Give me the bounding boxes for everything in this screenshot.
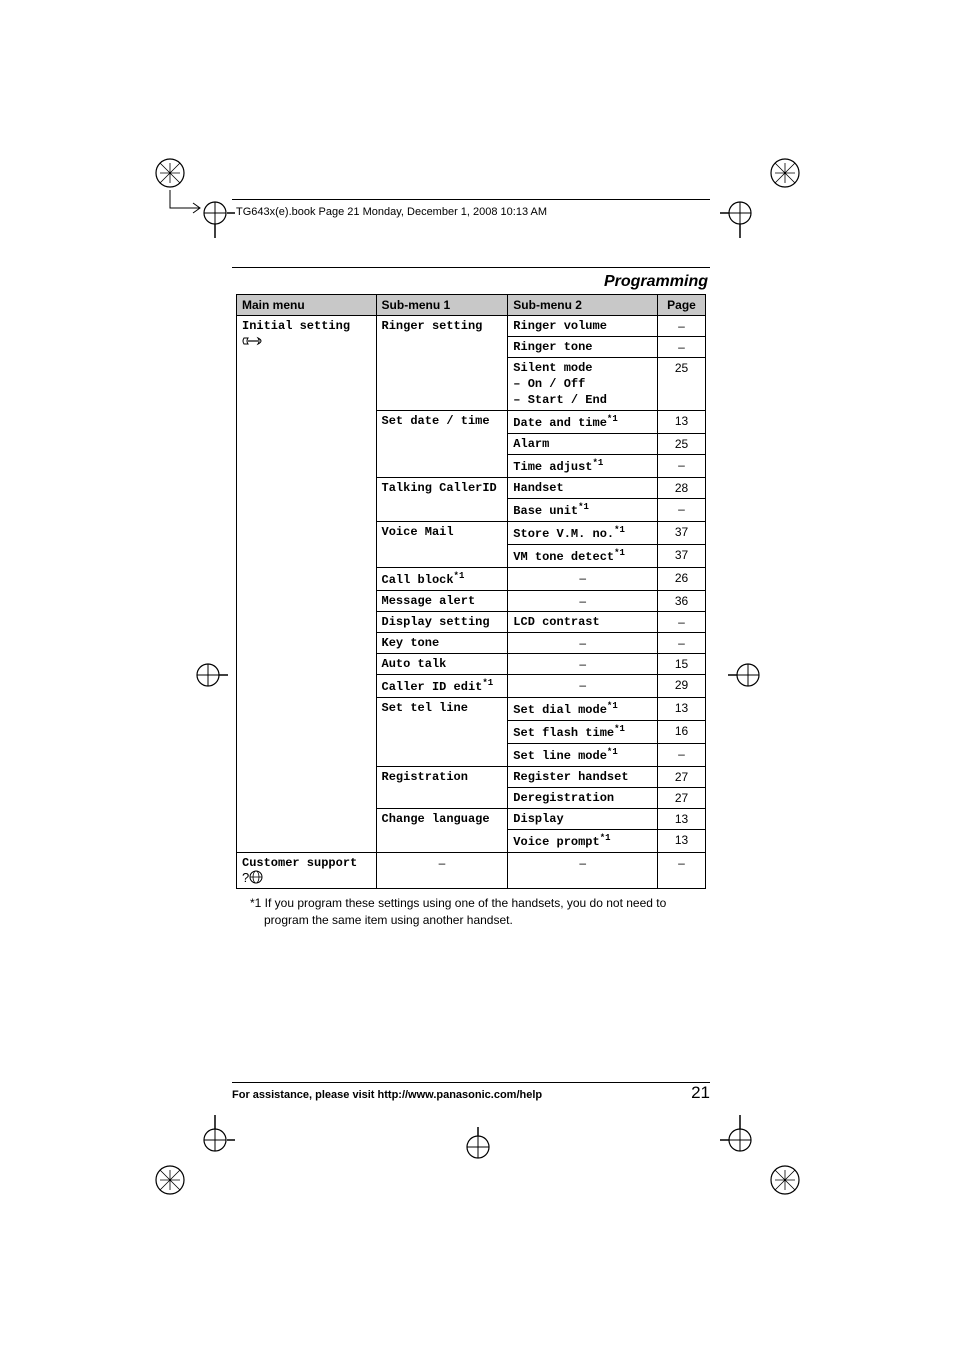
sub-menu-2-cell: Set dial mode*1 xyxy=(508,698,658,721)
footer-assist-text: For assistance, please visit http://www.… xyxy=(232,1089,542,1101)
header-sub-menu-2: Sub-menu 2 xyxy=(508,295,658,316)
sub-menu-1-cell xyxy=(376,788,508,809)
crop-mark-left-center xyxy=(188,655,228,695)
table-header-row: Main menu Sub-menu 1 Sub-menu 2 Page xyxy=(237,295,706,316)
menu-table: Main menu Sub-menu 1 Sub-menu 2 Page Ini… xyxy=(236,294,706,889)
page-cell: – xyxy=(658,612,706,633)
sub-menu-2-cell: VM tone detect*1 xyxy=(508,545,658,568)
table-row: Customer support?––– xyxy=(237,853,706,889)
question-globe-icon: ? xyxy=(242,870,371,885)
page-cell: – xyxy=(658,633,706,654)
sub-menu-2-cell: Ringer tone xyxy=(508,337,658,358)
page-cell: 27 xyxy=(658,788,706,809)
sub-menu-2-cell: – xyxy=(508,675,658,698)
sub-menu-2-cell: Set flash time*1 xyxy=(508,721,658,744)
page-cell: – xyxy=(658,853,706,889)
header-rule xyxy=(232,199,710,200)
sub-menu-2-cell: Handset xyxy=(508,478,658,499)
crop-mark-right-center xyxy=(728,655,768,695)
sub-menu-1-cell: – xyxy=(376,853,508,889)
page-cell: 13 xyxy=(658,411,706,434)
sub-menu-2-cell: Base unit*1 xyxy=(508,499,658,522)
page-cell: 26 xyxy=(658,568,706,591)
sub-menu-1-cell xyxy=(376,455,508,478)
sub-menu-2-cell: LCD contrast xyxy=(508,612,658,633)
sub-menu-2-cell: – xyxy=(508,853,658,889)
sub-menu-2-cell: Store V.M. no.*1 xyxy=(508,522,658,545)
sub-menu-1-cell xyxy=(376,744,508,767)
sub-menu-2-cell: Set line mode*1 xyxy=(508,744,658,767)
page-cell: 13 xyxy=(658,809,706,830)
sub-menu-1-cell: Call block*1 xyxy=(376,568,508,591)
sub-menu-1-cell xyxy=(376,545,508,568)
page-cell: 15 xyxy=(658,654,706,675)
main-menu-cell-initial-setting: Initial setting xyxy=(237,316,377,853)
crop-mark-bottom-center xyxy=(458,1127,498,1167)
footnote-text: *1 If you program these settings using o… xyxy=(236,895,704,929)
page-cell: – xyxy=(658,499,706,522)
sub-menu-1-cell: Auto talk xyxy=(376,654,508,675)
sub-menu-2-cell: – xyxy=(508,591,658,612)
sub-menu-1-cell: Voice Mail xyxy=(376,522,508,545)
page-cell: 37 xyxy=(658,522,706,545)
page-footer: For assistance, please visit http://www.… xyxy=(232,1087,710,1103)
sub-menu-1-cell: Set tel line xyxy=(376,698,508,721)
main-menu-cell-customer-support: Customer support? xyxy=(237,853,377,889)
header-main-menu: Main menu xyxy=(237,295,377,316)
sub-menu-2-cell: Time adjust*1 xyxy=(508,455,658,478)
page-cell: 25 xyxy=(658,434,706,455)
sub-menu-1-cell xyxy=(376,830,508,853)
sub-menu-1-cell xyxy=(376,721,508,744)
sub-menu-1-cell: Caller ID edit*1 xyxy=(376,675,508,698)
wrench-icon xyxy=(242,335,371,350)
header-page: Page xyxy=(658,295,706,316)
sub-menu-2-cell: Ringer volume xyxy=(508,316,658,337)
sub-menu-2-cell: Silent mode– On / Off– Start / End xyxy=(508,358,658,411)
sub-menu-1-cell: Display setting xyxy=(376,612,508,633)
book-header-text: TG643x(e).book Page 21 Monday, December … xyxy=(236,206,547,218)
sub-menu-1-cell xyxy=(376,358,508,411)
crop-mark-top-right xyxy=(720,158,800,238)
page-cell: 28 xyxy=(658,478,706,499)
page-cell: 25 xyxy=(658,358,706,411)
sub-menu-2-cell: Display xyxy=(508,809,658,830)
sub-menu-1-cell: Change language xyxy=(376,809,508,830)
sub-menu-2-cell: – xyxy=(508,568,658,591)
sub-menu-1-cell xyxy=(376,434,508,455)
sub-menu-2-cell: Deregistration xyxy=(508,788,658,809)
page-cell: 13 xyxy=(658,830,706,853)
sub-menu-1-cell: Key tone xyxy=(376,633,508,654)
section-title: Programming xyxy=(604,273,708,291)
sub-menu-2-cell: – xyxy=(508,633,658,654)
sub-menu-2-cell: Date and time*1 xyxy=(508,411,658,434)
sub-menu-1-cell: Talking CallerID xyxy=(376,478,508,499)
page-cell: 36 xyxy=(658,591,706,612)
sub-menu-1-cell xyxy=(376,337,508,358)
page-number: 21 xyxy=(691,1083,710,1103)
page-cell: 16 xyxy=(658,721,706,744)
sub-menu-1-cell: Ringer setting xyxy=(376,316,508,337)
page-cell: – xyxy=(658,455,706,478)
sub-menu-2-cell: Register handset xyxy=(508,767,658,788)
sub-menu-2-cell: – xyxy=(508,654,658,675)
crop-mark-bottom-right xyxy=(720,1115,800,1195)
table-row: Initial settingRinger settingRinger volu… xyxy=(237,316,706,337)
page-cell: 37 xyxy=(658,545,706,568)
sub-menu-2-cell: Alarm xyxy=(508,434,658,455)
sub-menu-1-cell: Registration xyxy=(376,767,508,788)
page-cell: – xyxy=(658,316,706,337)
page-cell: 27 xyxy=(658,767,706,788)
sub-menu-1-cell: Message alert xyxy=(376,591,508,612)
crop-mark-bottom-left xyxy=(155,1115,235,1195)
crop-mark-top-left xyxy=(155,158,235,238)
sub-menu-1-cell: Set date / time xyxy=(376,411,508,434)
sub-menu-2-cell: Voice prompt*1 xyxy=(508,830,658,853)
page-cell: 13 xyxy=(658,698,706,721)
page-cell: – xyxy=(658,337,706,358)
sub-menu-1-cell xyxy=(376,499,508,522)
page-cell: – xyxy=(658,744,706,767)
page-cell: 29 xyxy=(658,675,706,698)
header-sub-menu-1: Sub-menu 1 xyxy=(376,295,508,316)
